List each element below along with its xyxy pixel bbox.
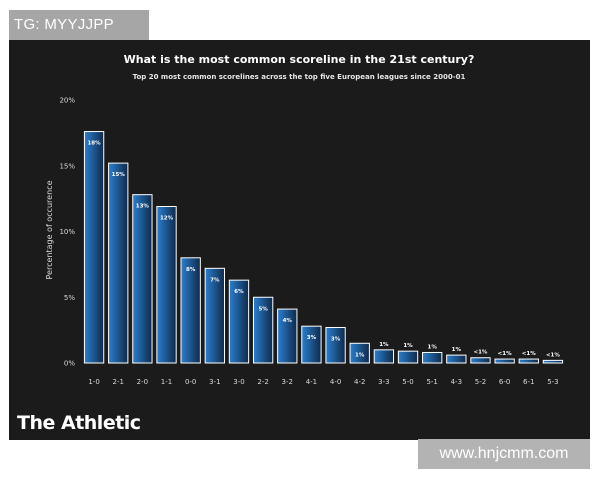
x-tick-label: 5-0 <box>402 378 413 386</box>
bar-5-2 <box>470 357 491 364</box>
bar-2-0 <box>132 194 153 364</box>
bar-3-1 <box>204 267 225 364</box>
data-label-3-2: 4% <box>283 318 293 324</box>
watermark-bottom-right: www.hnjcmm.com <box>418 439 590 469</box>
bar-4-1 <box>301 325 322 364</box>
data-label-5-3: <1% <box>546 352 560 358</box>
bar-4-3 <box>446 354 467 364</box>
data-label-6-0: <1% <box>498 351 512 357</box>
y-axis-ticks: 0% 5% 10% 15% 20% <box>59 97 75 368</box>
x-tick-label: 3-2 <box>282 378 293 386</box>
x-tick-label: 4-0 <box>330 378 341 386</box>
y-tick-label: 15% <box>59 162 75 170</box>
bar-2-2 <box>252 296 274 364</box>
bar-1-1 <box>156 206 177 364</box>
data-label-3-0: 6% <box>234 289 244 295</box>
bar-chart: What is the most common scoreline in the… <box>17 53 564 434</box>
chart-subtitle: Top 20 most common scorelines across the… <box>133 73 466 81</box>
x-tick-label: 5-3 <box>547 378 558 386</box>
x-tick-label: 3-1 <box>209 378 220 386</box>
bar-1-0 <box>83 131 105 364</box>
chart-title: What is the most common scoreline in the… <box>124 53 475 66</box>
x-tick-label: 5-2 <box>475 378 486 386</box>
data-label-3-1: 7% <box>210 277 220 283</box>
data-label-5-2: <1% <box>473 350 487 356</box>
bar-5-1 <box>422 351 443 364</box>
bar-5-3 <box>542 359 564 364</box>
data-label-3-3: 1% <box>379 342 389 348</box>
data-label-2-1: 15% <box>112 172 126 178</box>
bar-3-2 <box>277 308 298 364</box>
x-tick-label: 6-1 <box>523 378 534 386</box>
y-tick-label: 0% <box>64 360 75 368</box>
data-label-0-0: 8% <box>186 267 196 273</box>
data-label-2-0: 13% <box>136 204 150 210</box>
y-tick-label: 10% <box>59 228 75 236</box>
data-labels: 18% 15% 13% 12% 8% 7% 6% 5% 4% 3% 3% 1% 1% 1% 1% 1% <1% <… <box>87 141 560 359</box>
data-label-2-2: 5% <box>258 306 268 312</box>
x-tick-label: 1-1 <box>161 378 172 386</box>
watermark-top-left: TG: MYYJJPP <box>9 10 149 40</box>
bar-5-0 <box>397 350 419 364</box>
bars <box>83 131 564 364</box>
x-tick-label: 2-2 <box>257 378 268 386</box>
data-label-5-1: 1% <box>428 344 438 350</box>
chart-container: What is the most common scoreline in the… <box>9 40 590 440</box>
data-label-4-2: 1% <box>355 352 365 358</box>
y-tick-label: 20% <box>59 97 75 105</box>
bar-3-3 <box>373 349 395 364</box>
x-axis-ticks: 1-0 2-1 2-0 1-1 0-0 3-1 3-0 2-2 3-2 4-1 4-0 4-2 3-3 5… <box>88 378 558 386</box>
bar-2-1 <box>108 162 129 364</box>
data-label-4-1: 3% <box>307 335 317 341</box>
bar-6-1 <box>518 358 539 364</box>
bar-4-0 <box>325 326 346 364</box>
bar-6-0 <box>494 358 515 364</box>
x-tick-label: 0-0 <box>185 378 196 386</box>
bar-0-0 <box>180 257 201 364</box>
x-tick-label: 3-0 <box>233 378 244 386</box>
bar-3-0 <box>228 279 250 364</box>
x-tick-label: 1-0 <box>88 378 99 386</box>
data-label-4-3: 1% <box>452 347 462 353</box>
y-axis-label: Percentage of occurence <box>45 180 54 279</box>
x-tick-label: 4-3 <box>451 378 462 386</box>
x-tick-label: 2-0 <box>137 378 148 386</box>
data-label-1-0: 18% <box>87 141 101 147</box>
data-label-6-1: <1% <box>522 351 536 357</box>
x-tick-label: 4-2 <box>354 378 365 386</box>
x-tick-label: 3-3 <box>378 378 389 386</box>
x-tick-label: 2-1 <box>113 378 124 386</box>
data-label-4-0: 3% <box>331 336 341 342</box>
data-label-5-0: 1% <box>403 343 413 349</box>
x-tick-label: 5-1 <box>426 378 437 386</box>
data-label-1-1: 12% <box>160 216 174 222</box>
y-tick-label: 5% <box>64 294 75 302</box>
bar-4-2 <box>349 342 370 364</box>
brand-logo: The Athletic <box>17 412 141 434</box>
x-tick-label: 4-1 <box>306 378 317 386</box>
x-tick-label: 6-0 <box>499 378 510 386</box>
